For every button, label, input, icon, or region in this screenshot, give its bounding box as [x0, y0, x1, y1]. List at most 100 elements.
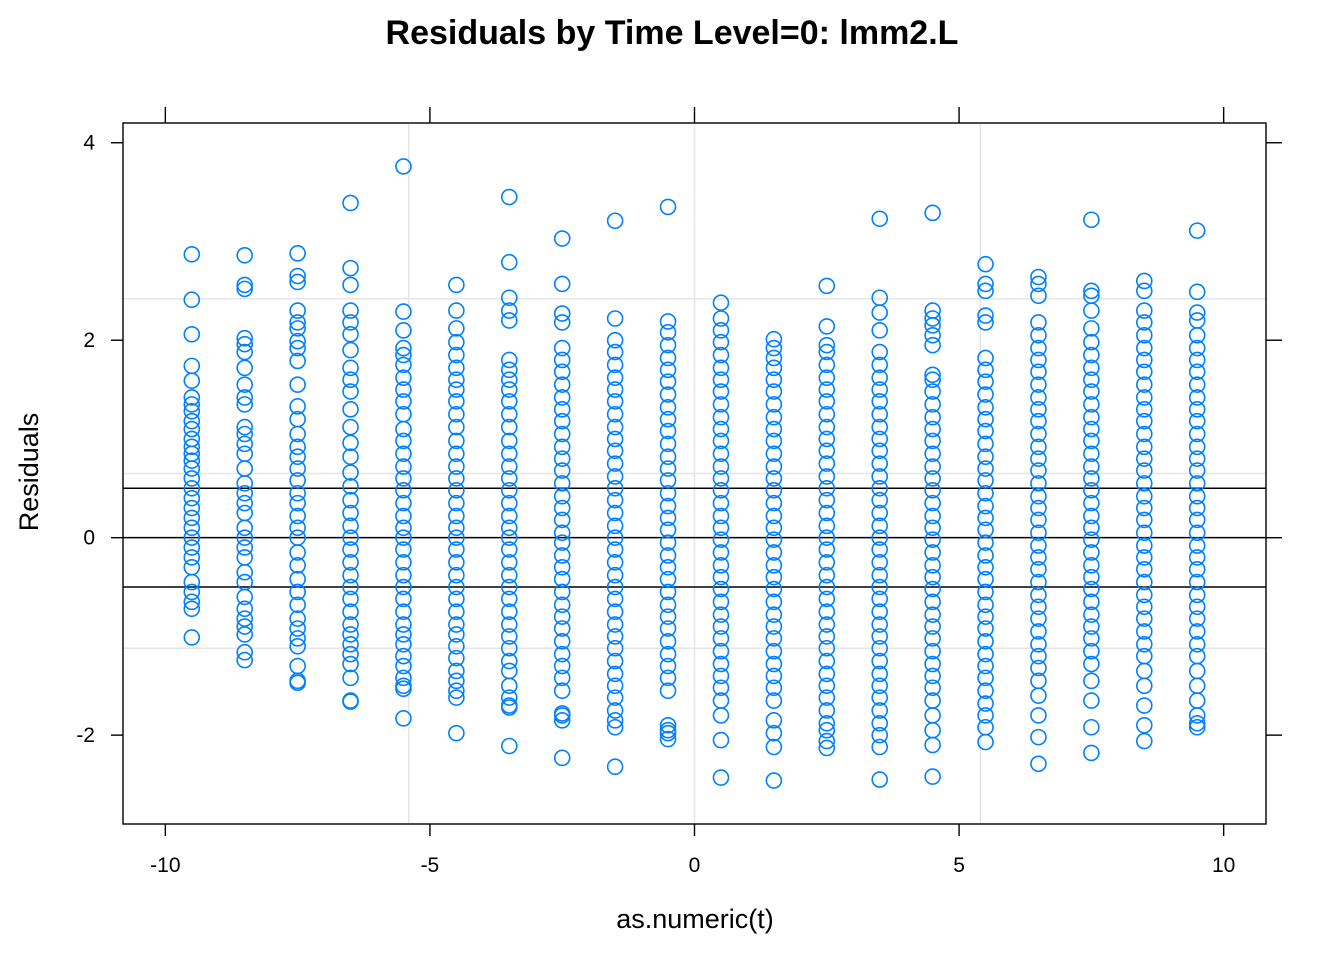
data-point [289, 519, 306, 537]
data-point [342, 325, 359, 343]
data-point [1188, 499, 1206, 517]
data-point [871, 418, 889, 436]
data-point [977, 669, 994, 687]
data-point [818, 566, 836, 584]
data-point [765, 470, 783, 487]
data-point [1135, 438, 1153, 456]
data-point [659, 596, 677, 614]
data-point [342, 529, 359, 546]
data-point [1030, 401, 1047, 418]
data-point [1083, 420, 1100, 438]
data-point [500, 470, 518, 487]
data-point [1188, 326, 1206, 344]
data-point [871, 665, 889, 683]
data-point [659, 313, 677, 330]
data-point [289, 314, 306, 331]
data-point [606, 369, 624, 387]
data-point [1030, 314, 1047, 331]
data-point [977, 583, 994, 601]
data-point [448, 302, 465, 319]
data-point [1135, 598, 1153, 616]
data-point [818, 504, 836, 522]
data-point [289, 245, 306, 262]
data-point [871, 468, 889, 485]
data-point [500, 699, 518, 716]
data-point [553, 376, 571, 393]
data-point [818, 628, 836, 645]
data-point [871, 304, 889, 321]
data-point [924, 420, 941, 438]
data-point [924, 557, 941, 574]
data-point [448, 418, 465, 436]
data-point [712, 333, 730, 351]
data-point [765, 557, 783, 574]
data-point [712, 383, 730, 400]
data-point [606, 356, 624, 374]
data-point [236, 329, 254, 347]
data-point [183, 539, 201, 556]
data-point [1083, 359, 1100, 377]
data-point [1083, 544, 1100, 561]
data-point [659, 324, 677, 341]
data-point [1030, 462, 1047, 479]
data-point [342, 418, 359, 436]
data-point [289, 273, 306, 291]
data-point [818, 393, 836, 410]
data-point [395, 339, 412, 357]
data-point [712, 481, 730, 499]
data-point [1188, 222, 1206, 239]
data-point [659, 509, 677, 527]
data-point [1030, 573, 1047, 591]
data-point [342, 371, 359, 389]
data-point [395, 356, 412, 374]
data-point [500, 418, 518, 436]
data-point [606, 212, 624, 230]
data-point [871, 517, 889, 535]
data-point [765, 519, 783, 537]
data-point [342, 616, 359, 633]
data-point [448, 578, 465, 596]
data-point [500, 554, 518, 571]
data-point [606, 758, 624, 776]
data-point [553, 583, 571, 601]
data-point [289, 672, 306, 690]
data-point [1083, 630, 1100, 647]
data-point [183, 600, 201, 618]
data-point [236, 276, 254, 294]
data-point [765, 494, 783, 512]
data-point [924, 721, 941, 739]
data-point [395, 458, 412, 475]
data-point [183, 420, 201, 438]
data-point [448, 494, 465, 512]
data-point [289, 657, 306, 675]
data-point [553, 534, 571, 551]
chart-title: Residuals by Time Level=0: lmm2.L [386, 14, 959, 52]
data-point [924, 606, 941, 623]
data-point [342, 517, 359, 535]
data-point [659, 657, 677, 675]
data-point [818, 603, 836, 621]
data-point [500, 662, 518, 680]
data-point [553, 511, 571, 529]
y-tick-label: -2 [76, 724, 95, 747]
data-point [924, 544, 941, 561]
data-point [1030, 623, 1047, 640]
data-point [236, 651, 254, 669]
data-point [765, 371, 783, 389]
data-point [553, 462, 571, 479]
data-point [1083, 568, 1100, 586]
data-point [1030, 560, 1047, 578]
x-tick-label: 10 [1212, 854, 1235, 877]
data-point [977, 558, 994, 576]
data-point [606, 381, 624, 398]
data-point [1135, 677, 1153, 695]
data-point [765, 339, 783, 357]
data-point [712, 346, 730, 364]
data-point [448, 554, 465, 571]
data-point [500, 351, 518, 369]
data-point [871, 616, 889, 633]
data-point [553, 499, 571, 517]
data-point [924, 655, 941, 673]
data-point [395, 680, 412, 698]
data-point [765, 330, 783, 348]
